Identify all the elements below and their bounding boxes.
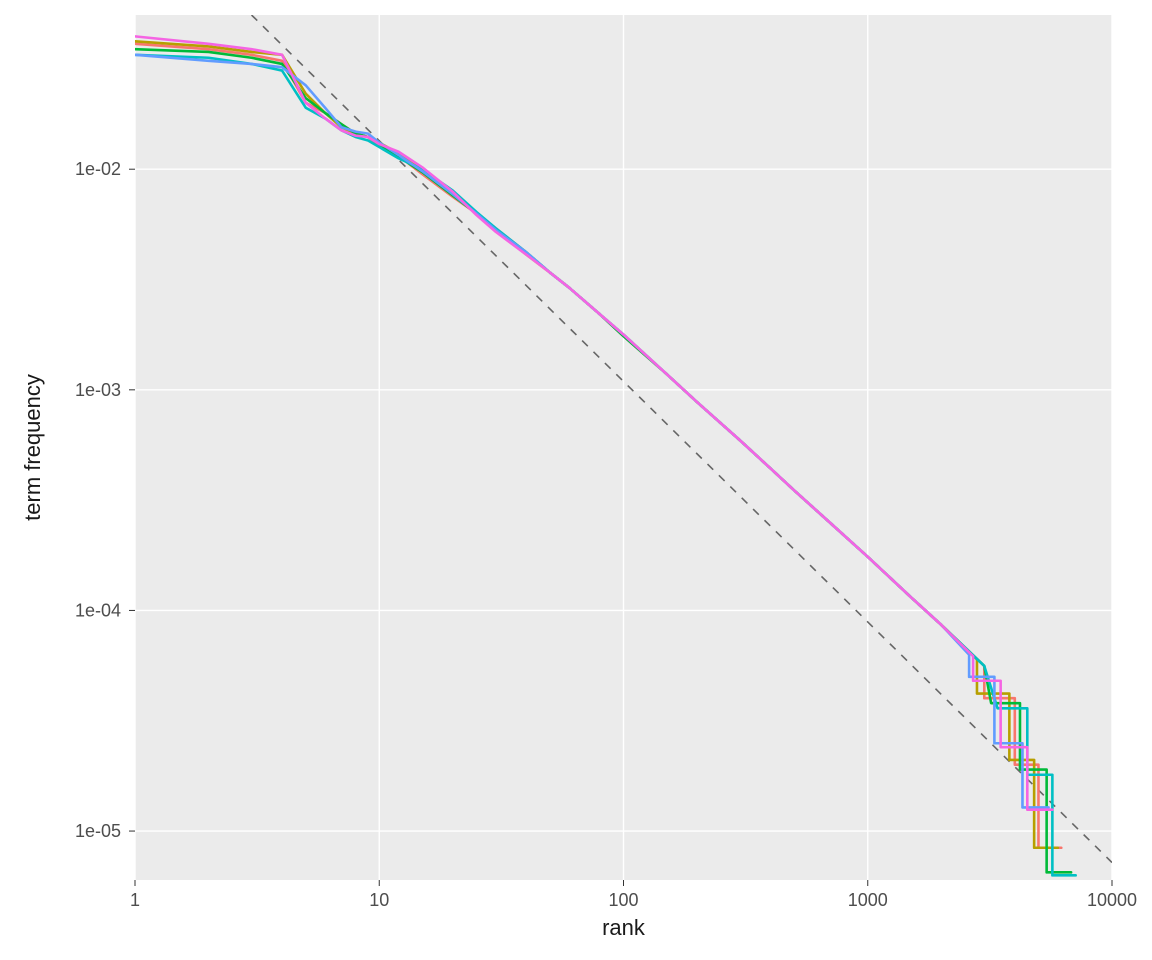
y-tick-label: 1e-03 (75, 380, 121, 400)
y-tick-label: 1e-05 (75, 821, 121, 841)
x-tick-label: 100 (608, 890, 638, 910)
y-axis-title: term frequency (20, 374, 45, 521)
plot-panel (135, 15, 1112, 880)
x-tick-label: 10 (369, 890, 389, 910)
x-axis-title: rank (602, 915, 646, 940)
zipf-chart: 1 10 100 1000 10000 1e-05 1e-04 1e-03 1e-02 rank t… (0, 0, 1152, 960)
y-tick-label: 1e-02 (75, 159, 121, 179)
x-tick-label: 10000 (1087, 890, 1137, 910)
y-tick-label: 1e-04 (75, 600, 121, 620)
x-tick-label: 1000 (848, 890, 888, 910)
x-tick-label: 1 (130, 890, 140, 910)
